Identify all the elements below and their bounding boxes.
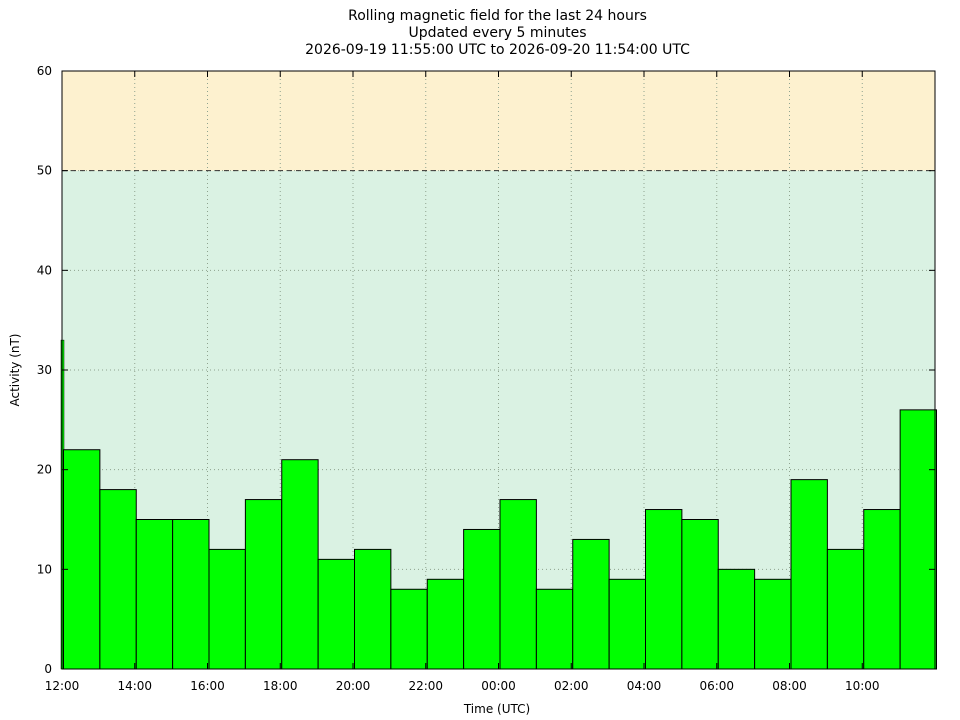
bar <box>754 578 792 670</box>
x-tick-label: 18:00 <box>263 679 298 693</box>
x-tick-label: 06:00 <box>699 679 734 693</box>
bar <box>317 558 355 670</box>
bar <box>608 578 646 670</box>
y-tick-label: 10 <box>37 562 52 576</box>
bar <box>354 548 392 670</box>
x-tick-label: 10:00 <box>845 679 880 693</box>
x-tick-label: 22:00 <box>408 679 443 693</box>
bar <box>681 519 719 670</box>
x-axis-ticks: 12:00 14:00 16:00 18:00 20:00 22:00 00:00 02:00… <box>45 71 880 693</box>
bar <box>499 499 537 670</box>
bar <box>826 548 865 670</box>
bar <box>172 519 210 670</box>
x-tick-label: 12:00 <box>45 679 80 693</box>
chart-subtitle: Updated every 5 minutes <box>408 25 587 41</box>
x-axis-label: Time (UTC) <box>463 702 530 716</box>
chart-title: Rolling magnetic field for the last 24 h… <box>348 8 647 24</box>
y-axis-ticks: 0 10 20 30 40 50 60 <box>37 64 935 676</box>
bar <box>572 538 610 670</box>
y-tick-label: 30 <box>37 363 52 377</box>
y-axis-label: Activity (nT) <box>8 334 22 407</box>
bar <box>244 499 283 670</box>
x-tick-label: 08:00 <box>772 679 807 693</box>
bar <box>899 409 937 670</box>
bar <box>281 459 319 670</box>
x-tick-label: 16:00 <box>190 679 225 693</box>
bar <box>63 449 101 670</box>
y-tick-label: 0 <box>44 662 52 676</box>
bar <box>790 479 828 670</box>
bar <box>535 588 574 670</box>
x-tick-label: 04:00 <box>627 679 662 693</box>
y-tick-label: 50 <box>37 164 52 178</box>
bar <box>135 519 174 670</box>
x-tick-label: 20:00 <box>336 679 371 693</box>
bar <box>426 578 465 670</box>
y-tick-label: 40 <box>37 263 52 277</box>
bar <box>863 509 901 670</box>
bar <box>99 489 137 670</box>
y-tick-label: 60 <box>37 64 52 78</box>
x-tick-label: 02:00 <box>554 679 589 693</box>
bar <box>390 588 428 670</box>
bar <box>717 568 756 670</box>
y-tick-label: 20 <box>37 463 52 477</box>
chart-title-block: Rolling magnetic field for the last 24 h… <box>0 8 960 59</box>
x-tick-label: 14:00 <box>117 679 152 693</box>
bar <box>208 548 246 670</box>
chart-time-range: 2026-09-19 11:55:00 UTC to 2026-09-20 11… <box>305 42 690 58</box>
bar <box>645 509 683 670</box>
x-tick-label: 00:00 <box>481 679 516 693</box>
bar <box>463 528 501 670</box>
